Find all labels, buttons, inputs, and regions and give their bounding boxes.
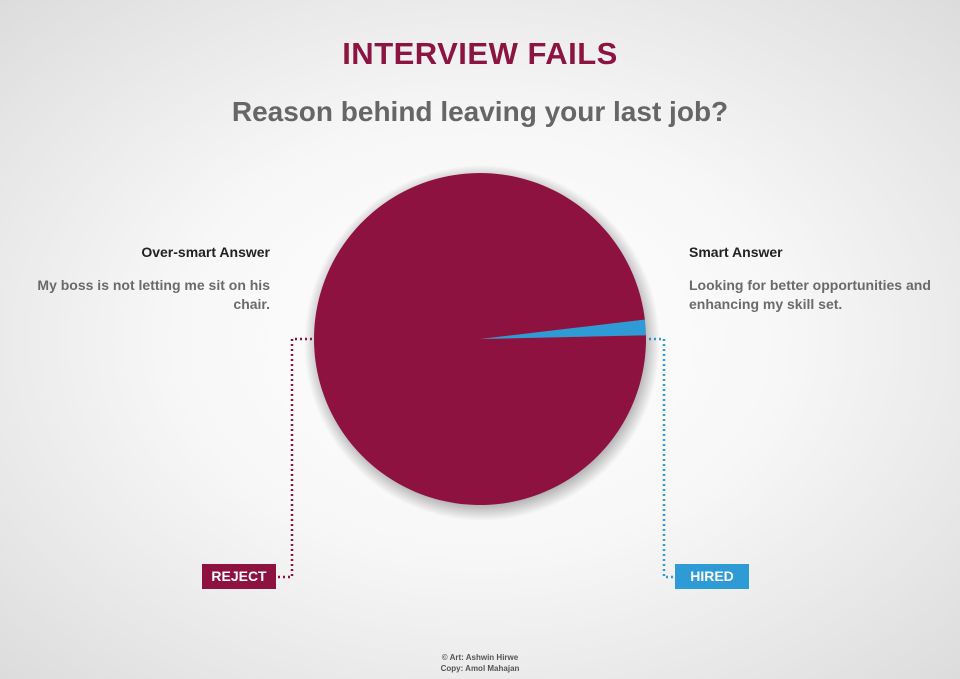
credit-art: © Art: Ashwin Hirwe (441, 653, 519, 662)
smart-answer-text: Looking for better opportunities and enh… (689, 277, 931, 312)
pie-slice-smart-answer (480, 319, 646, 339)
reject-badge: REJECT (202, 564, 276, 589)
over-smart-answer-heading: Over-smart Answer (141, 244, 270, 260)
hired-badge: HIRED (675, 564, 749, 589)
chart-subtitle: Reason behind leaving your last job? (231, 96, 729, 127)
chart-title: INTERVIEW FAILS (342, 36, 618, 71)
over-smart-answer-text: My boss is not letting me sit on his cha… (37, 277, 270, 312)
credit-copy: Copy: Amol Mahajan (440, 664, 520, 673)
pie-svg (304, 165, 660, 521)
pie-slice-over-smart-answer (313, 173, 646, 506)
credits: © Art: Ashwin Hirwe Copy: Amol Mahajan (0, 652, 960, 674)
smart-answer-heading: Smart Answer (689, 244, 783, 260)
pie-chart (300, 163, 660, 523)
reject-connector (278, 337, 312, 579)
